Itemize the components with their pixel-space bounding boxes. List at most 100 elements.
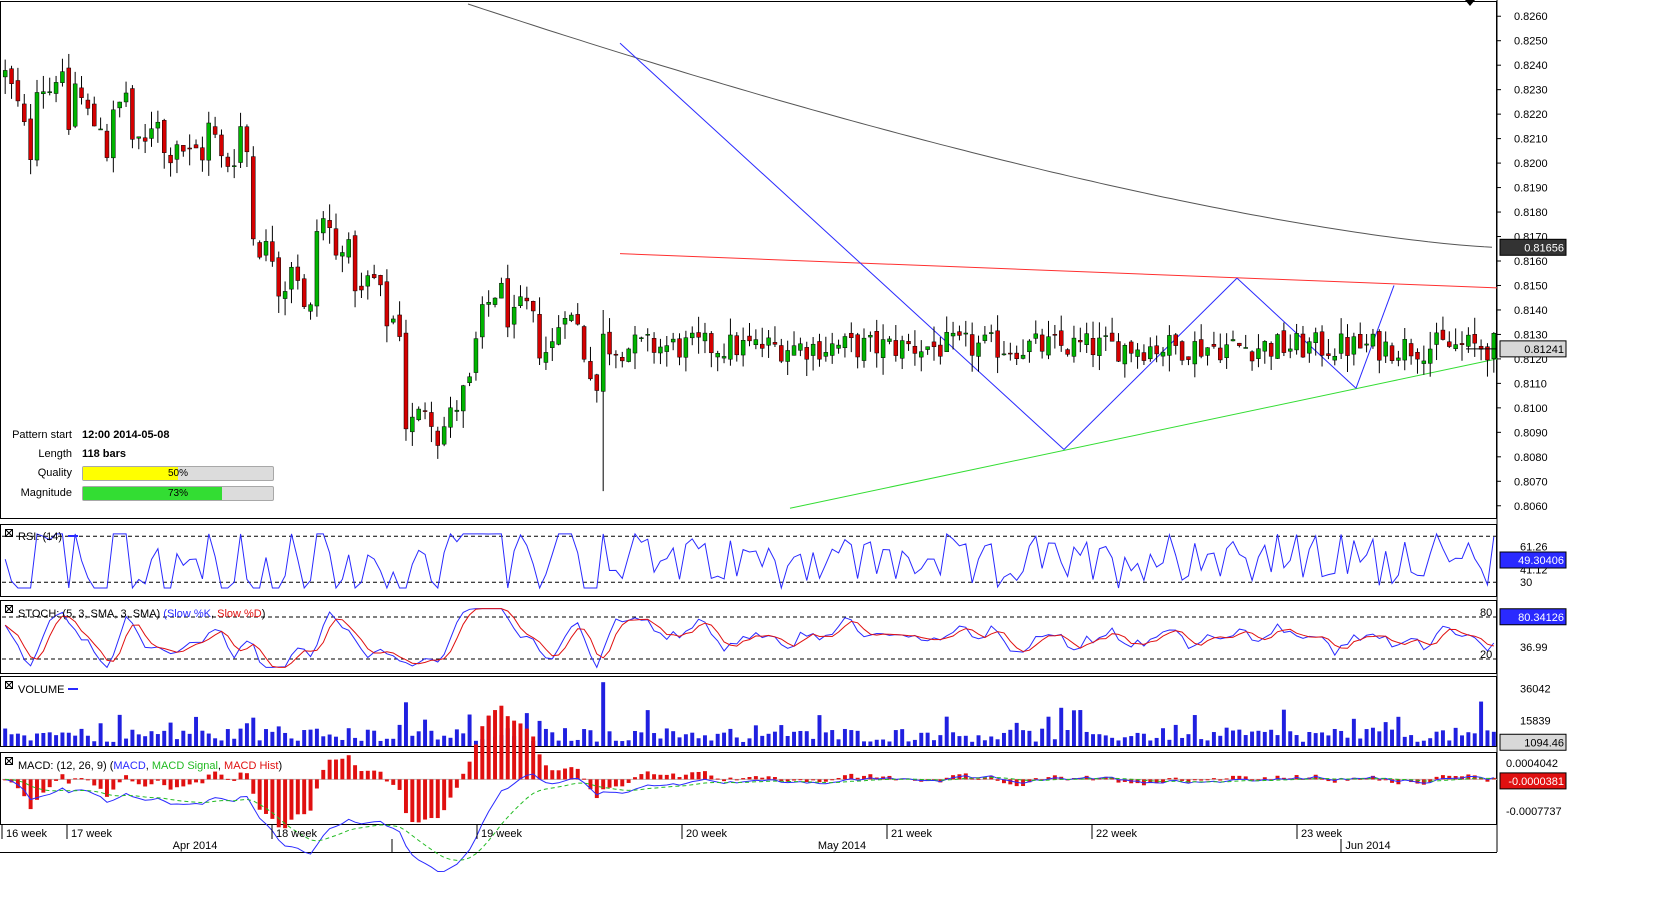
candle-body: [308, 304, 313, 312]
macd-hist-bar: [54, 779, 59, 781]
volume-bar: [1218, 735, 1223, 746]
candle-body: [60, 71, 65, 83]
volume-bar: [620, 741, 625, 746]
macd-hist-bar: [715, 778, 720, 780]
volume-bar: [384, 738, 389, 746]
candle-body: [696, 332, 701, 338]
volume-bar: [1040, 728, 1045, 746]
macd-hist-bar: [753, 776, 758, 780]
candle-body: [1001, 353, 1007, 356]
volume-bar: [639, 732, 644, 746]
macd-hist-bar: [626, 779, 631, 783]
candle-body: [874, 331, 879, 354]
macd-value: -0.0000381: [1508, 776, 1564, 788]
candle-body: [1141, 352, 1147, 361]
macd-hist-bar: [1237, 775, 1242, 780]
price-panel: [2, 3, 1498, 509]
volume-bar: [225, 729, 230, 746]
candle-body: [1326, 353, 1331, 356]
volume-bar: [607, 731, 612, 746]
volume-tick-label: 15839: [1520, 716, 1551, 728]
candle-body: [1402, 339, 1407, 361]
candle-body: [1459, 343, 1465, 345]
volume-bar: [79, 728, 84, 746]
volume-bar: [1460, 735, 1464, 746]
candle-body: [766, 337, 771, 346]
current-price-badge: [1499, 340, 1567, 358]
candle-body: [1300, 333, 1306, 358]
candle-body: [238, 126, 243, 163]
macd-hist-bar: [1027, 779, 1032, 783]
volume-bar: [1472, 733, 1477, 746]
volume-bar: [543, 728, 548, 746]
macd-hist-bar: [696, 771, 701, 780]
candle-body: [556, 327, 561, 345]
quality-label: Quality: [37, 467, 72, 479]
candle-body: [1052, 334, 1058, 336]
volume-bar: [1339, 730, 1344, 746]
candle-body: [1020, 354, 1026, 359]
volume-bar: [1084, 731, 1089, 746]
magnitude-bar: 73%: [82, 486, 274, 501]
macd-hist-bar: [1256, 779, 1261, 781]
price-tick-label: 0.8180: [1514, 207, 1548, 219]
macd-hist-bar: [1040, 779, 1045, 781]
panel-frames: [0, 0, 1498, 853]
volume-bar: [359, 740, 364, 746]
macd-hist-bar: [1218, 779, 1223, 781]
volume-bar: [28, 740, 33, 746]
macd-hist-bar: [1231, 775, 1235, 780]
macd-hist-bar: [594, 779, 599, 799]
stoch-d-label: Slow %D: [217, 608, 262, 620]
volume-bar: [3, 728, 8, 746]
candle-body: [798, 343, 803, 351]
macd-hist-bar: [734, 779, 739, 781]
candle-body: [391, 318, 396, 323]
candle-body: [467, 376, 472, 383]
candle-body: [823, 352, 829, 357]
candle-body: [352, 235, 358, 292]
candle-body: [658, 346, 663, 354]
candle-body: [441, 426, 447, 445]
macd-hist-bar: [531, 736, 536, 780]
volume-bar: [219, 740, 224, 746]
pattern-start-value: 12:00 2014-05-08: [82, 429, 170, 441]
macd-hist-bar: [92, 779, 97, 786]
candle-body: [919, 351, 924, 358]
volume-bar: [1148, 740, 1153, 746]
stoch-d-line: [4, 608, 1494, 668]
volume-bar: [104, 741, 109, 746]
volume-bar: [658, 738, 663, 746]
macd-hist-bar: [155, 779, 160, 781]
candle-body: [1148, 346, 1153, 360]
ma-value-badge: [1499, 238, 1567, 256]
close-cross: [5, 681, 13, 689]
candle-body: [861, 337, 867, 361]
candle-body: [1008, 352, 1013, 355]
macd-hist-bar: [257, 779, 262, 810]
candle-body: [435, 430, 440, 446]
volume-bar: [200, 730, 205, 746]
candle-body: [251, 156, 256, 240]
volume-bar: [1294, 735, 1299, 746]
candle-body: [117, 101, 122, 109]
volume-bar: [1256, 730, 1261, 746]
macd-hist-bar: [874, 777, 879, 780]
magnitude-label: Magnitude: [20, 487, 72, 499]
volume-bar: [925, 732, 930, 746]
macd-hist-bar: [1377, 779, 1382, 781]
price-tick-label: 0.8260: [1514, 11, 1548, 23]
volume-bar: [601, 682, 606, 746]
volume-bar: [645, 710, 650, 746]
volume-bar: [989, 736, 994, 746]
macd-hist-bar: [817, 779, 822, 783]
candle-body: [98, 128, 103, 131]
candle-body: [569, 314, 574, 321]
macd-hist-bar: [607, 779, 612, 788]
macd-hist-bar: [664, 774, 669, 780]
volume-bar: [633, 730, 637, 746]
macd-hist-bar: [321, 769, 326, 780]
volume-bar: [1237, 729, 1242, 746]
current-price-badge-value: 0.81241: [1524, 344, 1564, 356]
volume-bar: [1434, 731, 1439, 746]
